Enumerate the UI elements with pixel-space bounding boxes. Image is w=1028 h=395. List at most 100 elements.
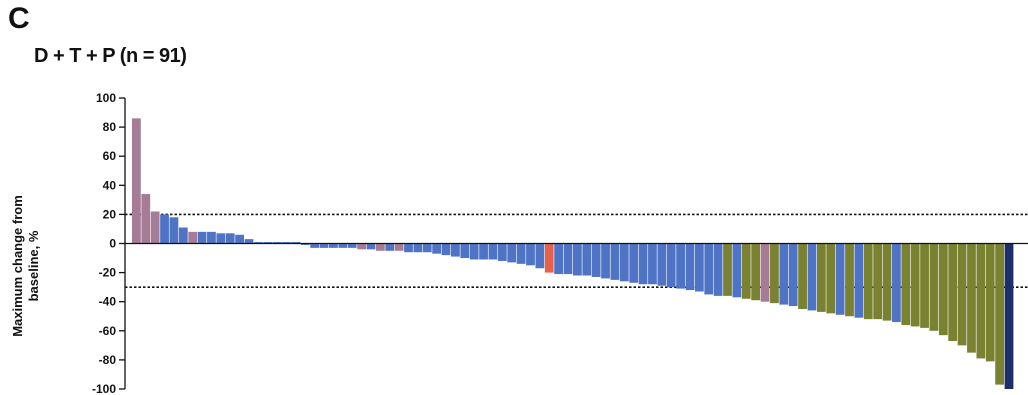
y-axis-title-line-1: Maximum change from	[10, 195, 25, 337]
bar	[347, 243, 357, 248]
bar	[253, 242, 263, 244]
bar	[807, 243, 817, 311]
bar	[563, 243, 573, 275]
bar	[404, 243, 413, 253]
y-tick-label: 80	[103, 120, 117, 134]
bar	[591, 243, 601, 277]
bar	[573, 243, 582, 276]
bar	[385, 243, 395, 251]
y-tick-label: -60	[99, 324, 117, 338]
bar	[366, 243, 376, 250]
bar	[460, 243, 470, 259]
bar	[160, 214, 169, 244]
bar	[338, 243, 348, 248]
bar	[619, 243, 629, 282]
bar	[516, 243, 526, 264]
bar	[741, 243, 751, 299]
panel-label: C	[8, 2, 30, 35]
bar	[713, 243, 723, 296]
y-tick-label: 100	[96, 91, 116, 105]
bar	[413, 243, 423, 253]
bar	[150, 211, 160, 244]
bar	[938, 243, 948, 336]
bar	[910, 243, 920, 327]
bar	[244, 239, 254, 244]
bar	[225, 233, 235, 244]
bar	[638, 243, 648, 285]
bar	[892, 243, 901, 323]
bar	[544, 243, 554, 273]
y-tick-label: -40	[99, 295, 117, 309]
bar	[535, 243, 545, 269]
bar	[507, 243, 517, 263]
y-tick-label: 20	[103, 207, 117, 221]
y-tick-label: 60	[103, 149, 117, 163]
bar	[929, 243, 939, 331]
bar	[582, 243, 592, 276]
bar	[188, 231, 198, 244]
bar	[845, 243, 854, 317]
bar	[854, 243, 864, 318]
bar	[272, 242, 282, 244]
bar	[826, 243, 836, 314]
bar	[441, 243, 451, 256]
bar	[488, 243, 498, 260]
bar	[816, 243, 826, 312]
bar	[629, 243, 639, 283]
bar	[469, 243, 479, 260]
bar	[648, 243, 657, 285]
bar	[497, 243, 507, 261]
bar	[394, 243, 404, 251]
bar	[601, 243, 610, 279]
bar	[967, 243, 976, 353]
bar	[169, 217, 179, 244]
bar	[788, 243, 798, 307]
bar	[779, 243, 789, 305]
bar	[882, 243, 892, 321]
bar	[985, 243, 995, 362]
bar	[291, 242, 301, 244]
bar	[451, 243, 460, 257]
bar	[798, 243, 807, 309]
bar	[178, 227, 188, 244]
chart-title: D + T + P (n = 91)	[34, 45, 187, 67]
bar	[920, 243, 929, 328]
bar	[197, 231, 207, 244]
bar	[835, 243, 845, 315]
bar	[976, 243, 986, 359]
bar	[375, 243, 385, 251]
bar	[676, 243, 685, 289]
bar	[957, 243, 967, 346]
bar	[770, 243, 779, 304]
y-tick-label: -100	[92, 382, 116, 395]
bar	[694, 243, 704, 292]
bar	[526, 243, 535, 266]
bar	[760, 243, 770, 302]
bar	[329, 243, 338, 248]
bar	[995, 243, 1005, 385]
bar	[554, 243, 564, 275]
bar	[685, 243, 695, 291]
bar	[132, 118, 141, 244]
bar	[732, 243, 742, 298]
bar	[310, 243, 320, 248]
bar	[863, 243, 873, 320]
bar	[216, 233, 226, 244]
bar	[901, 243, 911, 325]
y-tick-label: 0	[109, 237, 116, 251]
y-axis-title-line-2: baseline, %	[26, 230, 41, 301]
bar	[300, 243, 310, 245]
y-tick-label: -20	[99, 266, 117, 280]
bar	[948, 243, 958, 341]
bar	[657, 243, 667, 286]
bar	[751, 243, 761, 301]
bar	[873, 243, 883, 320]
bar	[141, 194, 151, 244]
bar	[704, 243, 714, 295]
bar	[282, 242, 291, 244]
bar	[357, 243, 366, 250]
y-tick-label: -80	[99, 353, 117, 367]
y-tick-label: 40	[103, 178, 117, 192]
bar	[432, 243, 442, 254]
